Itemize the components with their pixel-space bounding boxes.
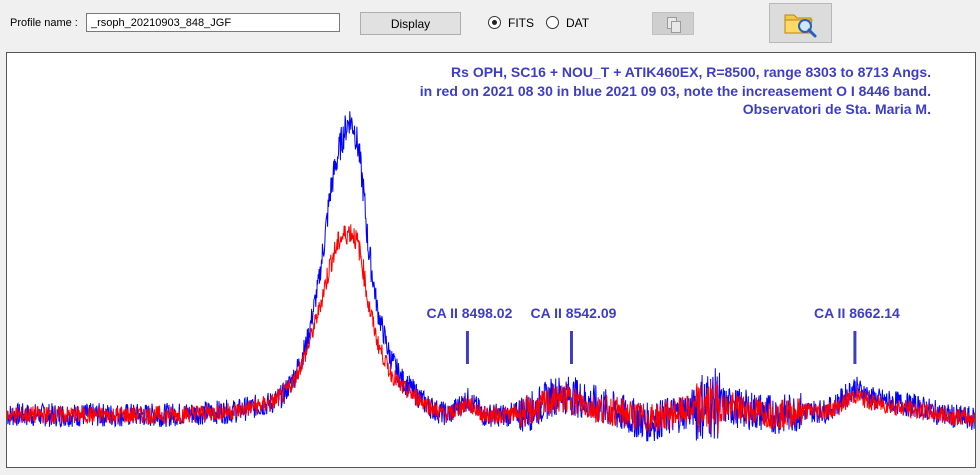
toolbar: Profile name : Display FITS DAT [0,0,980,48]
copy-button[interactable] [652,12,694,35]
dat-radio[interactable] [546,16,559,29]
profile-name-input[interactable] [86,13,340,32]
chart-title: Rs OPH, SC16 + NOU_T + ATIK460EX, R=8500… [451,64,931,80]
series-line-0 [7,111,975,442]
annotation-label-1: CA II 8542.09 [531,305,617,321]
display-button[interactable]: Display [360,12,461,35]
annotation-layer: CA II 8498.02 CA II 8542.09 CA II 8662.14 [426,305,900,364]
series-line-1 [7,224,975,434]
dat-radio-label: DAT [566,16,590,30]
fits-radio-label: FITS [508,16,534,30]
open-folder-button[interactable] [769,3,832,43]
spectrum-plot: CA II 8498.02 CA II 8542.09 CA II 8662.14 … [7,64,975,442]
folder-search-icon [784,14,816,38]
fits-radio[interactable] [488,16,501,29]
series-layer [7,111,975,442]
chart-credit: Observatori de Sta. Maria M. [743,101,931,117]
profile-name-label: Profile name : [10,17,78,29]
chart-subtitle: in red on 2021 08 30 in blue 2021 09 03,… [420,83,931,99]
annotation-label-2: CA II 8662.14 [814,305,900,321]
annotation-label-0: CA II 8498.02 [426,305,512,321]
copy-icon [667,17,681,33]
spectrum-chart: CA II 8498.02 CA II 8542.09 CA II 8662.14 … [6,52,976,468]
